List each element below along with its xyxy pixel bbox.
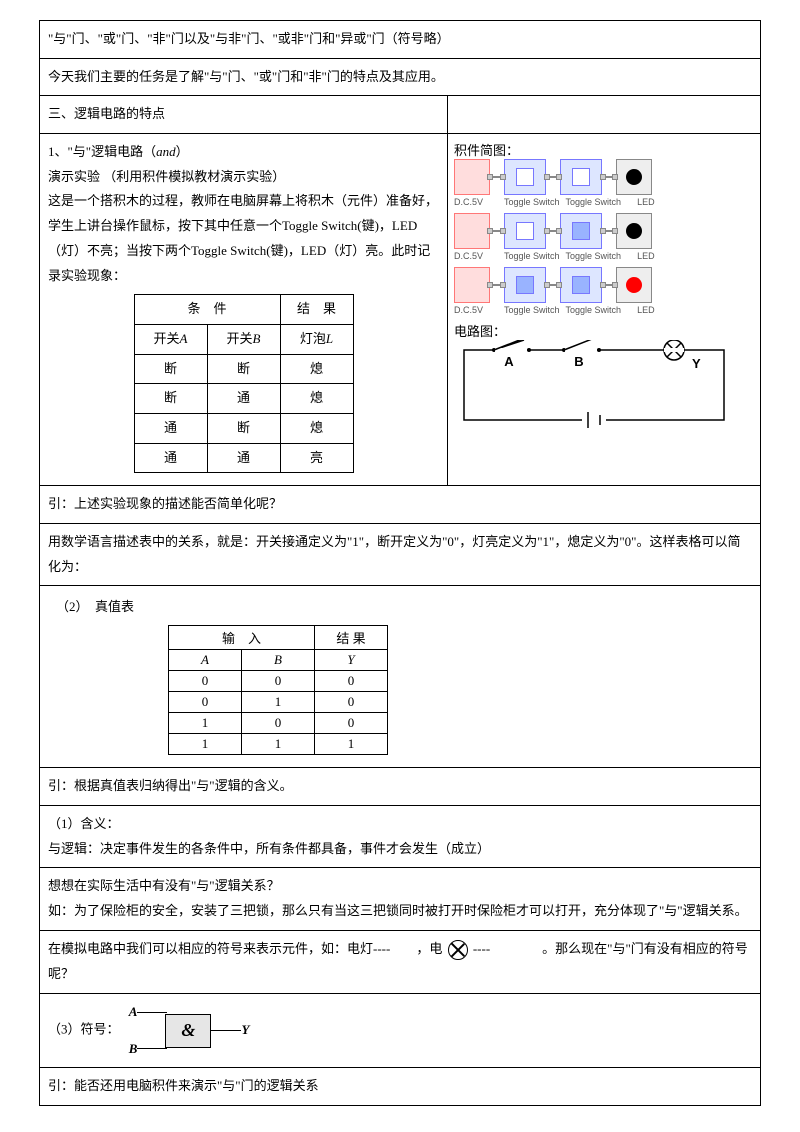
think-q: 想想在实际生活中有没有"与"逻辑关系？ [48, 878, 280, 893]
cond-th-condition: 条 件 [134, 295, 280, 325]
svg-text:Y: Y [692, 356, 701, 371]
row-symbol-intro: 在模拟电路中我们可以相应的符号来表示元件，如：电灯---- ，电 ---- 。那… [40, 931, 760, 994]
toggle-icon [504, 159, 546, 195]
block-row-3 [454, 267, 754, 303]
dc-icon [454, 213, 490, 249]
toggle-icon [560, 213, 602, 249]
row-simplify-q: 引：上述实验现象的描述能否简单化呢？ [40, 486, 760, 524]
experiment-line2: 这是一个搭积木的过程，教师在电脑屏幕上将积木（元件）准备好，学生上讲台操作鼠标，… [48, 193, 438, 282]
cond-col-a: 开关A [134, 324, 207, 354]
led-icon [616, 213, 652, 249]
truth-th-result: 结 果 [315, 626, 388, 650]
row-and-logic: 1、"与"逻辑电路（and） 演示实验 （利用积件模拟教材演示实验） 这是一个搭… [40, 134, 760, 486]
cond-col-l: 灯泡L [280, 324, 353, 354]
row-math-desc: 用数学语言描述表中的关系，就是：开关接通定义为"1"，断开定义为"0"，灯亮定义… [40, 524, 760, 586]
dc-icon [454, 267, 490, 303]
truth-table: 输 入 结 果 A B Y 000 010 100 111 [168, 625, 388, 755]
block-row-1 [454, 159, 754, 195]
truth-label: （2） 真值表 [56, 596, 134, 615]
cond-col-b: 开关B [207, 324, 280, 354]
block-row-2 [454, 213, 754, 249]
toggle-icon [504, 213, 546, 249]
and-diagram-panel: 积件简图： D.C.5VToggle SwitchToggle SwitchLE… [448, 134, 760, 485]
dc-icon [454, 159, 490, 195]
circuit-label: 电路图： [454, 321, 754, 340]
condition-table: 条 件 结 果 开关A 开关B 灯泡L 断断熄 断通熄 通断熄 通通亮 [134, 294, 354, 473]
meaning-2: 与逻辑：决定事件发生的各条件中，所有条件都具备，事件才会发生（成立） [48, 841, 490, 856]
row-gates-list: "与"门、"或"门、"非"门以及"与非"门、"或非"门和"异或"门（符号略） [40, 21, 760, 59]
row-today-task: 今天我们主要的任务是了解"与"门、"或"门和"非"门的特点及其应用。 [40, 59, 760, 97]
document-table: "与"门、"或"门、"非"门以及"与非"门、"或非"门和"异或"门（符号略） 今… [39, 20, 761, 1106]
and-title-2: ） [176, 144, 189, 159]
row-meaning-q: 引：根据真值表归纳得出"与"逻辑的含义。 [40, 768, 760, 806]
row-section-header: 三、逻辑电路的特点 [40, 96, 760, 134]
lamp-icon [448, 940, 468, 960]
row-meaning: （1）含义： 与逻辑：决定事件发生的各条件中，所有条件都具备，事件才会发生（成立… [40, 806, 760, 868]
circuit-diagram: A B Y [454, 340, 734, 430]
think-example: 如：为了保险柜的安全，安装了三把锁，那么只有当这三把锁同时被打开时保险柜才可以打… [48, 903, 748, 918]
meaning-1: （1）含义： [48, 816, 120, 831]
row-think: 想想在实际生活中有没有"与"逻辑关系？ 如：为了保险柜的安全，安装了三把锁，那么… [40, 868, 760, 930]
row-gate-symbol: （3）符号： A B & Y [40, 994, 760, 1068]
toggle-icon [504, 267, 546, 303]
row-truth-table: （2） 真值表 输 入 结 果 A B Y 000 010 100 111 [40, 586, 760, 768]
blocks-label: 积件简图： [454, 140, 754, 159]
led-icon [616, 159, 652, 195]
svg-text:B: B [574, 354, 583, 369]
and-keyword: and [156, 144, 176, 159]
truth-th-input: 输 入 [169, 626, 315, 650]
toggle-icon [560, 159, 602, 195]
and-gate-symbol: A B & Y [129, 1000, 250, 1061]
sym-intro-1: 在模拟电路中我们可以相应的符号来表示元件，如：电灯---- ，电 [48, 941, 442, 956]
and-gate-box: & [165, 1014, 211, 1048]
experiment-line1: 演示实验 （利用积件模拟教材演示实验） [48, 169, 285, 184]
symbol-label: （3）符号： [48, 1022, 120, 1037]
row-last-q: 引：能否还用电脑积件来演示"与"门的逻辑关系 [40, 1068, 760, 1105]
toggle-icon [560, 267, 602, 303]
led-icon [616, 267, 652, 303]
section-title: 三、逻辑电路的特点 [40, 96, 448, 133]
cond-th-result: 结 果 [280, 295, 353, 325]
and-logic-text: 1、"与"逻辑电路（and） 演示实验 （利用积件模拟教材演示实验） 这是一个搭… [40, 134, 448, 485]
section-right-blank [448, 96, 760, 133]
svg-text:A: A [504, 354, 514, 369]
and-title-1: 1、"与"逻辑电路（ [48, 144, 156, 159]
